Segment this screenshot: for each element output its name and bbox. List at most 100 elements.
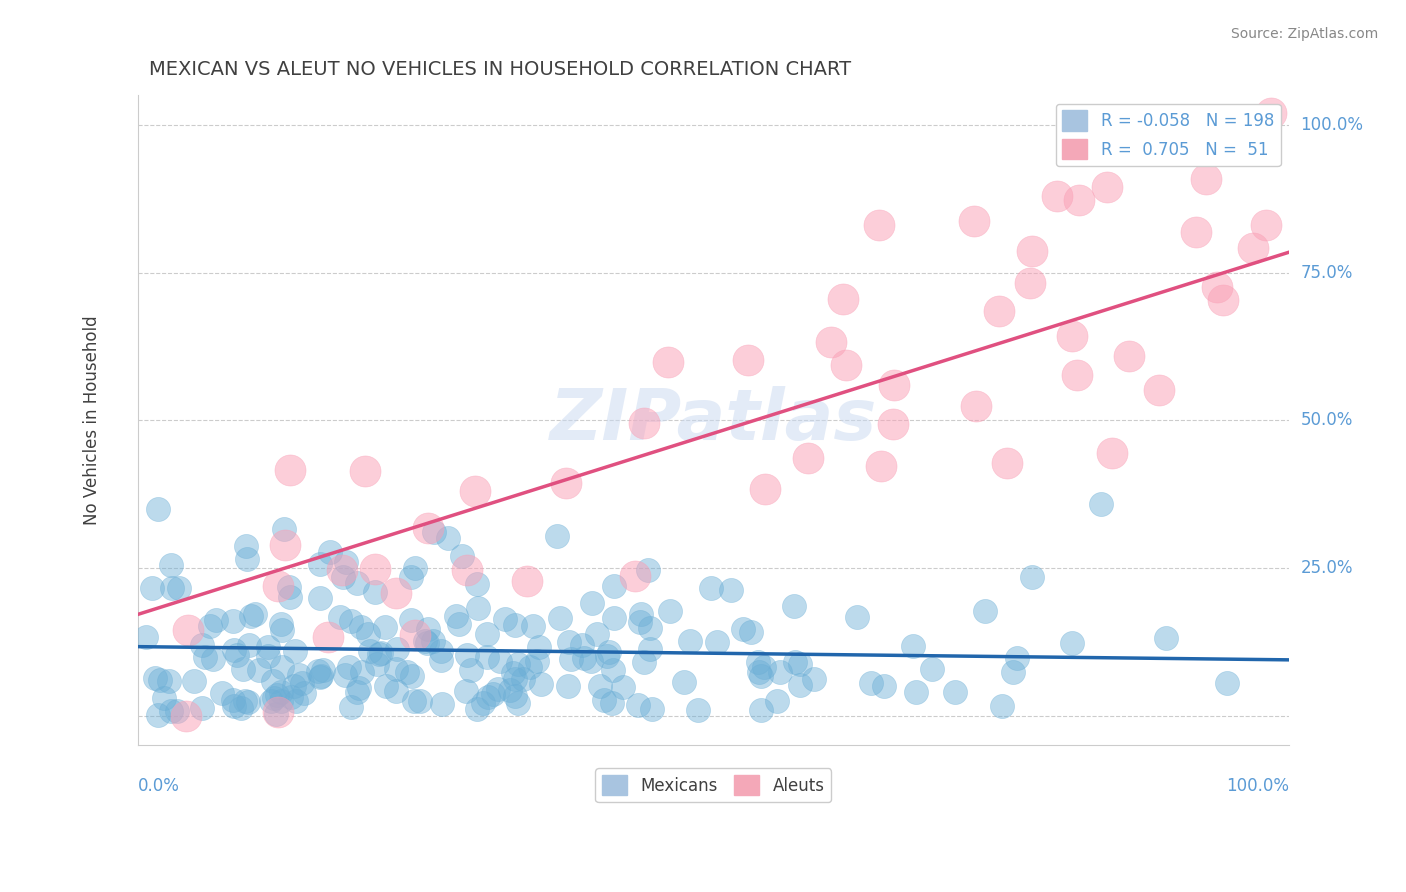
Mexicans — [638, 641, 661, 656]
Mexicans — [243, 607, 266, 622]
Mexicans — [572, 651, 595, 665]
Mexicans — [226, 648, 249, 662]
Mexicans — [211, 685, 233, 699]
Mexicans — [409, 694, 432, 708]
Mexicans — [422, 633, 444, 648]
Mexicans — [731, 622, 754, 636]
Mexicans — [385, 641, 408, 656]
Mexicans — [340, 699, 363, 714]
Aleuts — [174, 708, 197, 723]
Mexicans — [404, 561, 426, 575]
Aleuts — [404, 628, 426, 642]
Mexicans — [974, 604, 997, 618]
Mexicans — [366, 657, 388, 672]
Mexicans — [288, 668, 311, 682]
Mexicans — [557, 635, 579, 649]
Mexicans — [1001, 665, 1024, 679]
Mexicans — [374, 620, 396, 634]
Mexicans — [430, 697, 453, 711]
Mexicans — [612, 680, 634, 694]
Mexicans — [284, 694, 307, 708]
Aleuts — [1062, 329, 1084, 343]
Mexicans — [167, 581, 190, 595]
Mexicans — [270, 693, 292, 707]
Mexicans — [329, 610, 352, 624]
Mexicans — [498, 683, 520, 698]
Mexicans — [149, 673, 172, 687]
Mexicans — [385, 684, 408, 698]
Aleuts — [868, 219, 890, 233]
Aleuts — [1147, 383, 1170, 397]
Mexicans — [159, 558, 181, 573]
Mexicans — [350, 665, 373, 679]
Mexicans — [505, 618, 527, 632]
Text: Source: ZipAtlas.com: Source: ZipAtlas.com — [1230, 27, 1378, 41]
Aleuts — [832, 292, 855, 306]
Mexicans — [783, 599, 806, 613]
Mexicans — [628, 615, 651, 629]
Mexicans — [512, 672, 534, 686]
Mexicans — [308, 670, 330, 684]
Mexicans — [231, 701, 253, 715]
Aleuts — [267, 579, 290, 593]
Mexicans — [596, 648, 619, 663]
Mexicans — [846, 609, 869, 624]
Aleuts — [418, 520, 440, 534]
Mexicans — [477, 690, 499, 705]
Mexicans — [337, 660, 360, 674]
Aleuts — [555, 476, 578, 491]
Mexicans — [740, 625, 762, 640]
Text: No Vehicles in Household: No Vehicles in Household — [83, 316, 101, 525]
Text: ZIPatlas: ZIPatlas — [550, 386, 877, 455]
Aleuts — [835, 359, 858, 373]
Mexicans — [413, 634, 436, 648]
Aleuts — [962, 213, 984, 227]
Mexicans — [141, 582, 163, 596]
Aleuts — [1254, 218, 1277, 232]
Mexicans — [278, 591, 301, 605]
Mexicans — [586, 626, 609, 640]
Aleuts — [1212, 293, 1234, 308]
Mexicans — [270, 623, 292, 637]
Mexicans — [399, 613, 422, 627]
Aleuts — [1021, 244, 1043, 258]
Mexicans — [489, 654, 512, 668]
Mexicans — [191, 701, 214, 715]
Mexicans — [312, 663, 335, 677]
Mexicans — [901, 639, 924, 653]
Mexicans — [157, 673, 180, 688]
Mexicans — [1005, 651, 1028, 665]
Mexicans — [1156, 632, 1178, 646]
Mexicans — [256, 640, 278, 654]
Mexicans — [637, 563, 659, 577]
Mexicans — [633, 655, 655, 669]
Mexicans — [332, 570, 354, 584]
Mexicans — [194, 650, 217, 665]
Mexicans — [198, 619, 221, 633]
Mexicans — [560, 652, 582, 666]
Mexicans — [283, 679, 305, 693]
Aleuts — [870, 459, 893, 474]
Aleuts — [1018, 276, 1040, 290]
Mexicans — [143, 671, 166, 685]
Aleuts — [1069, 194, 1091, 208]
Mexicans — [399, 570, 422, 584]
Mexicans — [402, 693, 425, 707]
Aleuts — [633, 416, 655, 430]
Mexicans — [460, 663, 482, 677]
Text: 100.0%: 100.0% — [1301, 116, 1364, 134]
Mexicans — [266, 688, 288, 702]
Aleuts — [266, 705, 288, 719]
Mexicans — [482, 688, 505, 702]
Mexicans — [638, 621, 661, 635]
Aleuts — [737, 352, 759, 367]
Mexicans — [785, 655, 807, 669]
Aleuts — [363, 562, 385, 576]
Mexicans — [640, 701, 662, 715]
Mexicans — [494, 612, 516, 626]
Aleuts — [754, 482, 776, 496]
Mexicans — [505, 672, 527, 686]
Mexicans — [284, 644, 307, 658]
Mexicans — [593, 692, 616, 706]
Mexicans — [1021, 570, 1043, 584]
